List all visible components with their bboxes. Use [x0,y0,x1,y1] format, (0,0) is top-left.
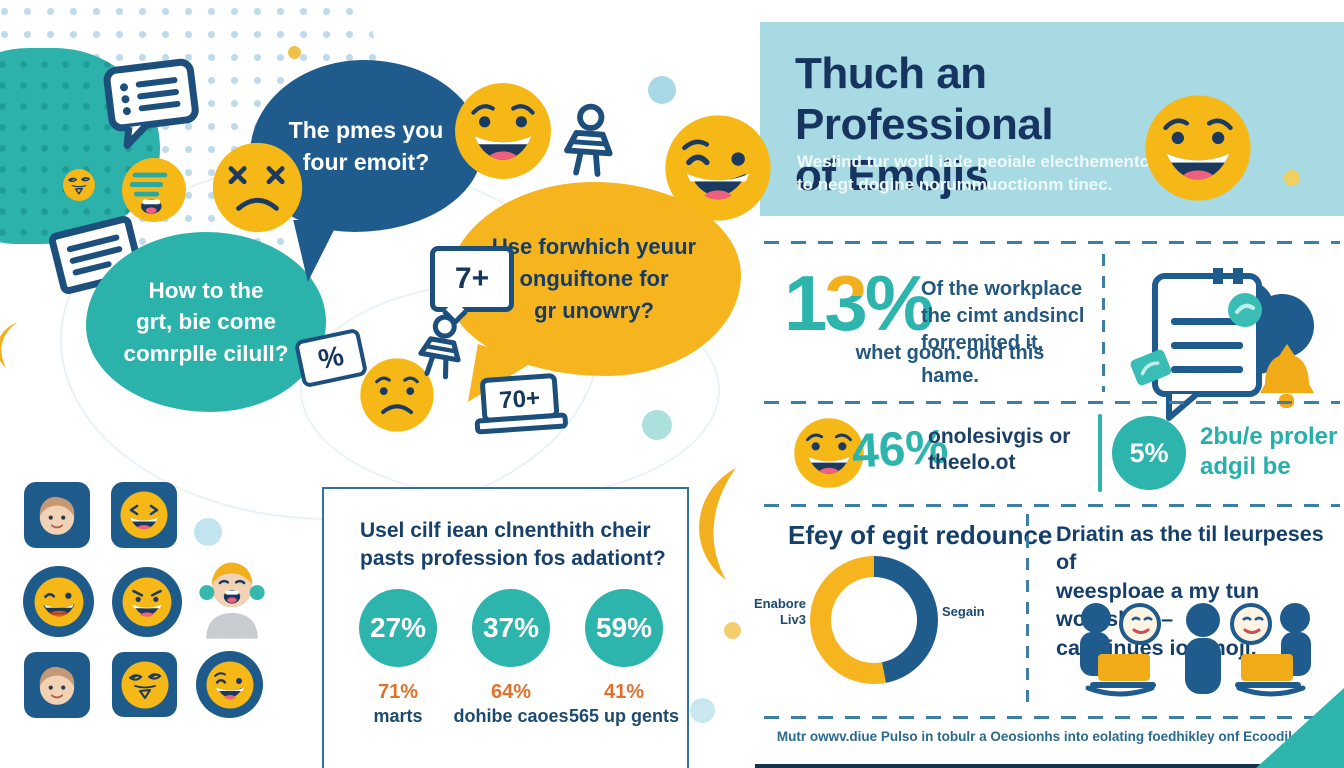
pushpin-icon [553,96,625,188]
footer-source-text: Mutr owwv.diue Pulso in tobulr a Oeosion… [776,729,1328,744]
seven-plus-badge: 7+ [430,246,514,312]
donut-label-line: Enabore [753,596,806,611]
stat-label-line: adgil be [1200,453,1291,480]
dashed-divider [764,241,1340,244]
stat-label-line: 2bu/e proler [1200,423,1338,450]
avatar-tile-person [24,652,90,718]
header-band [760,22,1344,216]
angry-emoji [210,140,305,235]
stat-5-label: 2bu/e proler adgil be [1200,422,1337,482]
stat-digit: 1 [784,259,827,347]
bubble-text-line: four emoit? [302,149,430,175]
bottom-strip [755,764,1344,768]
stat-text-line: Of the workplace [921,278,1083,300]
mini-dot [642,410,672,440]
bubble-text-line: gr unowry? [534,297,654,323]
survey-question-line: pasts profession fos adationt? [360,547,666,571]
document-cloud-bell-icon [1130,268,1314,421]
survey-question-line: Usel cilf iean clnenthith cheir [360,519,651,542]
dashed-divider [764,401,1340,404]
bubble-text-line: Use forwhich yeuur [491,234,697,260]
stat-text-line: the cimt andsincl [921,304,1085,327]
stat-text-line: forremited it, [921,331,1044,354]
donut-label-left: Enabore Liv3 [752,596,806,629]
bubble-text-line: The pmes you [288,116,444,143]
avatar-tile-grin-emoji [112,567,182,637]
stat-label-line: onolesivgis or [928,425,1071,448]
stat-percent-sign: % [864,259,934,347]
bubble-text-line: How to the [148,277,264,303]
stat-sub-label: 565 up gents [568,706,680,726]
stat-46-label: onolesivgis or theelo.ot [928,424,1070,477]
avatar-tile-wink-emoji [196,651,263,718]
stat-5-circle: 5% [1112,416,1186,490]
avatar-tile-laugh-emoji [111,482,177,548]
survey-stats-row: 27% 71% marts 37% 64% dohibe caoes 59% 4… [346,589,680,727]
laptop-70-badge: 70+ [474,373,568,435]
stat-sub-label: dohibe caoes [453,706,569,726]
stat-circle: 37% [472,589,550,667]
donut-chart [810,556,938,684]
page-title: Thuch an Professional of Emojis [795,48,1255,201]
survey-stat-item: 59% 41% 565 up gents [568,589,680,727]
survey-panel: Usel cilf iean clnenthith cheir pasts pr… [322,487,689,768]
survey-stat-item: 37% 64% dohibe caoes [453,589,569,727]
donut-label-right: Segain [942,604,985,619]
crying-person [198,556,266,640]
title-line: Thuch an Professional [795,49,1054,150]
stat-digit: 3 [824,259,867,347]
subtitle-line: to negt dogine norummuoctionm tinec. [797,175,1113,195]
happy-emoji [452,80,554,182]
speech-bubble-teal: How to the grt, bie come comrplle cilull… [86,232,326,412]
avatar-tile-person [24,482,90,548]
avatar-tile-scribble-emoji [112,652,177,717]
title-line: of Emojis [795,151,989,201]
subtitle-line: Weslind tur worll iade peoiale electheme… [797,152,1168,171]
yellow-crescent-small [0,322,18,368]
mini-dot [288,46,301,59]
stat-circle: 27% [359,589,437,667]
stat-13-value: 13% [784,258,934,349]
bubble-text-line: comrplle cilull? [123,340,289,366]
mini-dot [690,698,715,723]
stat-13-text: Of the workplace the cimt andsincl forre… [921,276,1141,356]
badge-text: % [315,339,347,376]
mini-dot [194,518,222,546]
donut-label-line: Liv3 [779,612,806,628]
dashed-divider [764,716,1340,719]
avatar-tile-eating-emoji [23,566,94,637]
mini-emoji [62,168,96,202]
scream-emoji [120,156,188,224]
mini-dot [1284,170,1300,186]
survey-stat-item: 27% 71% marts [346,589,450,727]
stat-sub-value: 41% [603,681,645,703]
stat-sub-label: marts [373,706,423,726]
donut-chart-title: Efey of egit redounce [788,520,1053,550]
stat-label-line: theelo.ot [928,451,1016,475]
badge-text: 7+ [454,262,490,295]
mini-dot [724,622,741,639]
survey-question: Usel cilf iean clnenthith cheir pasts pr… [360,517,670,574]
stat-13-text-line4: whet goon. ond this hame. [855,342,1045,387]
donut-hole [831,577,917,663]
dashed-divider-vertical [1026,514,1029,710]
workshop-text-line: Driatin as the til leurpeses of [1056,522,1324,575]
teal-divider-vertical [1098,414,1102,492]
stat-circle: 59% [585,589,663,667]
chat-list-icon [103,58,199,149]
teal-corner-shape [1256,688,1344,768]
bubble-text-line: grt, bie come [135,309,277,335]
dashed-divider-vertical [1102,254,1105,392]
stat-sub-value: 71% [377,681,419,703]
bubble-text-line: onguiftone for [519,266,669,292]
dashed-divider [764,504,1340,507]
badge-text: 70+ [498,385,541,415]
mini-dot [648,76,676,104]
header-smile-emoji [1142,92,1254,204]
stat-sub-value: 64% [490,681,532,703]
page-subtitle: Weslind tur worll iade peoiale electheme… [797,150,1217,197]
speech-bubble-yellow: Use forwhich yeuur onguiftone for gr uno… [447,182,741,376]
yellow-crescent-large [699,468,736,580]
